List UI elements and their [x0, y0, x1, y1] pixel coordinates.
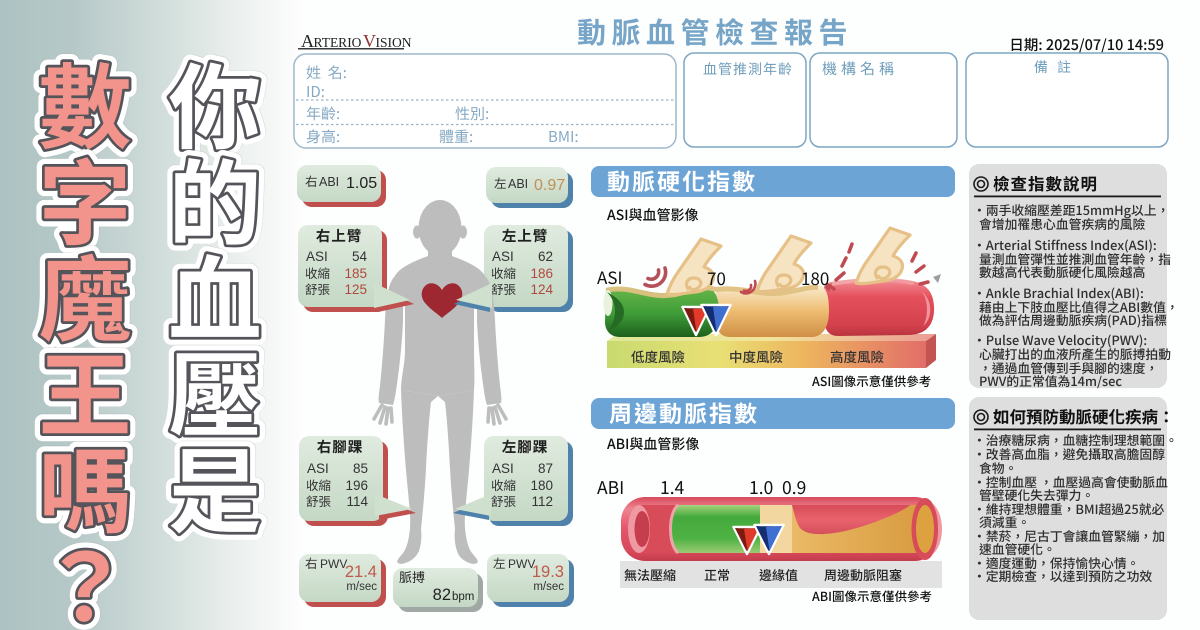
svg-text:m/sec: m/sec — [346, 581, 377, 593]
svg-text:19.3: 19.3 — [532, 563, 564, 581]
svg-text:54: 54 — [352, 249, 368, 264]
svg-text:180: 180 — [530, 478, 553, 493]
svg-text:ASI: ASI — [306, 249, 328, 264]
svg-text:186: 186 — [530, 266, 553, 281]
svg-text:112: 112 — [531, 494, 553, 509]
svg-text:62: 62 — [538, 249, 553, 264]
svg-text:ASI: ASI — [307, 461, 329, 476]
svg-text:ABI: ABI — [508, 177, 528, 191]
svg-text:21.4: 21.4 — [345, 563, 377, 581]
svg-text:ISION: ISION — [376, 35, 412, 50]
svg-text:ABI: ABI — [319, 175, 339, 189]
svg-text:185: 185 — [344, 266, 367, 281]
svg-text:125: 125 — [344, 282, 367, 297]
svg-text:114: 114 — [346, 494, 368, 509]
svg-text:bpm: bpm — [452, 591, 474, 603]
svg-text:V: V — [363, 31, 376, 51]
svg-text:PWV: PWV — [320, 557, 347, 571]
svg-text:A: A — [301, 31, 314, 51]
svg-text:ASI: ASI — [492, 249, 514, 264]
svg-text:87: 87 — [538, 461, 553, 476]
svg-text:RTERIO: RTERIO — [314, 35, 362, 50]
svg-text:ASI: ASI — [492, 461, 514, 476]
svg-text:0.97: 0.97 — [534, 177, 565, 194]
svg-text:85: 85 — [353, 461, 368, 476]
svg-text:1.05: 1.05 — [346, 175, 377, 192]
svg-text:196: 196 — [345, 478, 368, 493]
svg-text:82: 82 — [433, 586, 451, 604]
svg-text:PWV: PWV — [508, 557, 535, 571]
svg-text:m/sec: m/sec — [533, 581, 564, 593]
svg-text:124: 124 — [530, 282, 553, 297]
